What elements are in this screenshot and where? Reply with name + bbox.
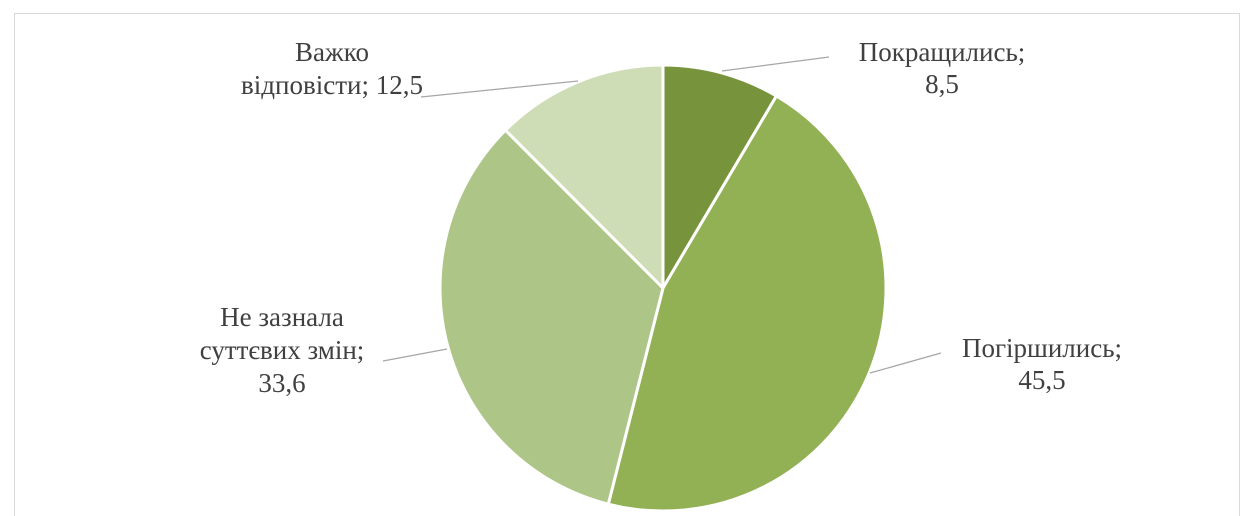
slice-label-line: 45,5	[1018, 365, 1065, 395]
slice-label-0: Покращились; 8,5	[859, 37, 1026, 99]
slice-label-line: відповісти; 12,5	[241, 70, 423, 100]
slice-label-3: Важко відповісти; 12,5	[241, 37, 423, 100]
pie-slice-0	[661, 63, 778, 290]
leader-line-0	[721, 56, 830, 72]
slice-label-line: Важко	[295, 37, 369, 67]
pie-slice-2	[438, 128, 665, 506]
pie-slice-3	[503, 63, 665, 290]
slice-label-line: 33,6	[258, 368, 305, 398]
slice-label-1: Погіршились; 45,5	[962, 333, 1122, 395]
leader-lines	[382, 56, 942, 374]
slice-label-2: Не зазнала суттєвих змін; 33,6	[200, 302, 365, 398]
slice-label-line: суттєвих змін;	[200, 335, 365, 365]
slice-labels: Покращились; 8,5 Погіршились; 45,5 Не зазнал…	[200, 37, 1122, 398]
leader-line-1	[869, 352, 942, 374]
slice-label-line: Покращились;	[859, 37, 1026, 67]
leader-line-2	[382, 348, 448, 362]
slice-label-line: 8,5	[925, 69, 959, 99]
pie-slices	[438, 63, 888, 513]
pie-slice-1	[606, 94, 888, 513]
leader-line-3	[420, 80, 579, 98]
slice-label-line: Погіршились;	[962, 333, 1122, 363]
slice-label-line: Не зазнала	[220, 302, 344, 332]
